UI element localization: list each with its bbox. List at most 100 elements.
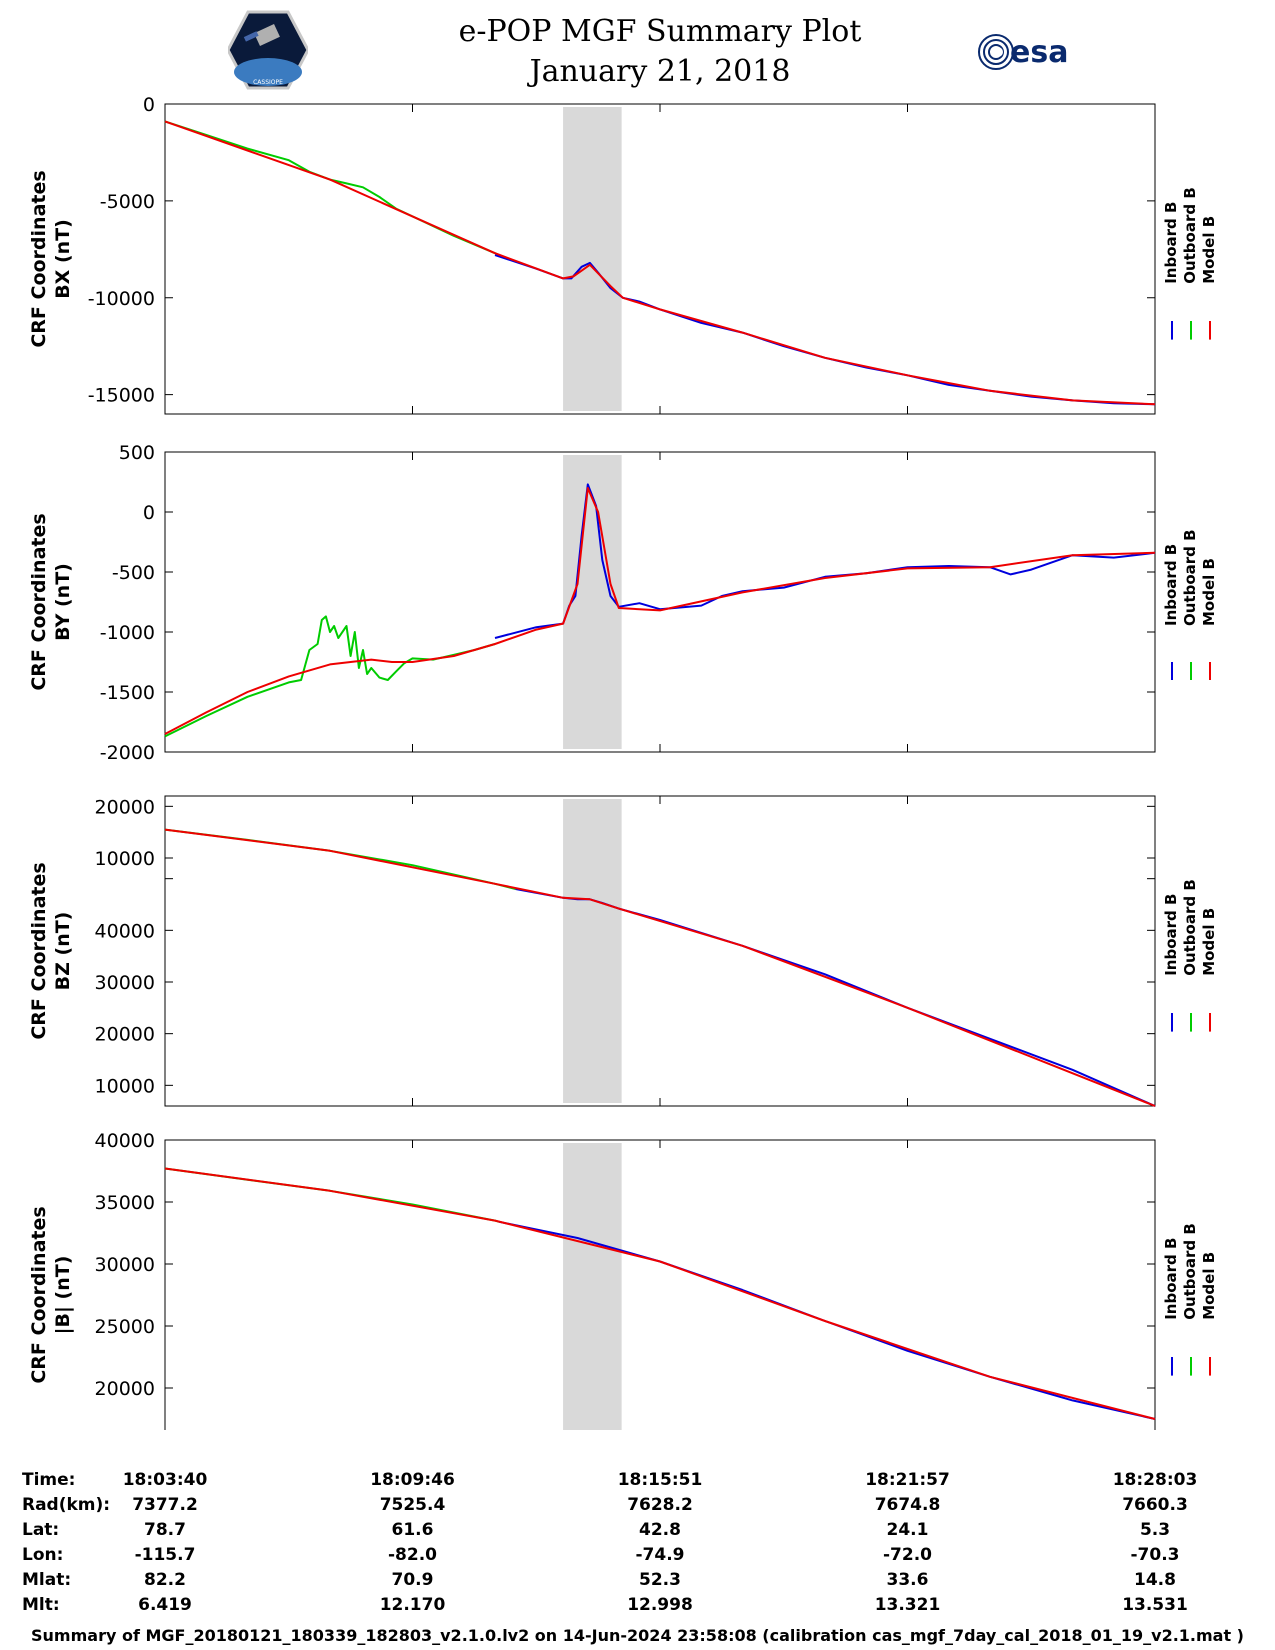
footer-value: 33.6: [886, 1570, 929, 1590]
footer-value: -115.7: [134, 1545, 196, 1565]
footer-value: 18:03:40: [122, 1470, 208, 1490]
plot-date: January 21, 2018: [529, 54, 791, 89]
plot-frame-1: [164, 103, 1156, 415]
footer-value: 70.9: [391, 1570, 434, 1590]
ytick-label: 40000: [95, 920, 155, 942]
ytick-label: -1500: [100, 682, 155, 704]
footer-value: 13.531: [1122, 1595, 1188, 1615]
ytick-label: 30000: [95, 972, 155, 994]
ytick-label: -15000: [88, 385, 155, 407]
ytick-label: 20000: [95, 796, 155, 818]
ytick-label: -500: [112, 562, 155, 584]
eclipse-shade-2: [563, 455, 622, 749]
footer-row-label: Mlat:: [22, 1570, 72, 1590]
plot-title: e-POP MGF Summary Plot: [458, 14, 862, 49]
footer-value: 7628.2: [627, 1495, 693, 1515]
legend-label: Inboard B: [1162, 202, 1180, 284]
footer-value: 7377.2: [132, 1495, 198, 1515]
footer-value: 7674.8: [874, 1495, 941, 1515]
footer-value: 7660.3: [1122, 1495, 1188, 1515]
ytick-label: 30000: [95, 1254, 155, 1276]
legend-label: Inboard B: [1162, 1238, 1180, 1320]
footer-value: 6.419: [138, 1595, 192, 1615]
series-outboard-b: [164, 120, 500, 257]
footer-value: -74.9: [635, 1545, 685, 1565]
footer-row-label: Time:: [22, 1470, 76, 1490]
ylabel-line2: |B| (nT): [52, 1256, 74, 1335]
ytick-label: -1000: [100, 622, 155, 644]
esa-logo: esa: [978, 34, 1068, 70]
ytick-label: 40000: [95, 1130, 155, 1152]
series-model-b: [164, 487, 1156, 735]
footer-value: 78.7: [144, 1520, 186, 1540]
series-model-b: [164, 1167, 1156, 1420]
footer-value: 12.170: [379, 1595, 446, 1615]
cassiope-logo-text: CASSIOPE: [253, 79, 283, 86]
legend-label: Outboard B: [1181, 529, 1199, 626]
esa-logo-text: esa: [1010, 35, 1068, 70]
ylabel-line1: CRF Coordinates: [28, 1206, 50, 1383]
legend-label: Model B: [1200, 558, 1218, 626]
footer-value: 5.3: [1139, 1520, 1171, 1540]
plot-frame-3: [164, 795, 1156, 1107]
ytick-label: -5000: [100, 191, 155, 213]
ylabel-line1: CRF Coordinates: [28, 862, 50, 1039]
plot-frame-2: [164, 451, 1156, 753]
series-outboard-b: [164, 828, 516, 890]
footer-row-label: Lon:: [22, 1545, 64, 1565]
legend-label: Outboard B: [1181, 1223, 1199, 1320]
footer-value: 61.6: [391, 1520, 434, 1540]
ytick-label: 10000: [95, 1075, 155, 1097]
ytick-label: 35000: [95, 1192, 155, 1214]
footer-value: 24.1: [886, 1520, 929, 1540]
legend-label: Inboard B: [1162, 544, 1180, 626]
ytick-label: -2000: [100, 742, 155, 764]
ylabel-line2: BX (nT): [52, 219, 74, 299]
footer-value: 82.2: [144, 1570, 186, 1590]
plot-frame-4: [164, 1139, 1156, 1430]
ylabel-line1: CRF Coordinates: [28, 513, 50, 690]
legend-label: Outboard B: [1181, 187, 1199, 284]
ytick-label: 0: [143, 502, 155, 524]
ytick-label: 20000: [95, 1024, 155, 1046]
footer-row-label: Rad(km):: [22, 1495, 111, 1515]
footer-value: 18:09:46: [370, 1470, 455, 1490]
series-model-b: [164, 828, 1156, 1107]
ytick-label: 0: [143, 94, 155, 116]
series-model-b: [164, 120, 1156, 406]
ylabel-line2: BZ (nT): [52, 912, 74, 991]
legend-label: Model B: [1200, 1252, 1218, 1320]
eclipse-shade-3: [563, 799, 622, 1103]
legend-label: Outboard B: [1181, 879, 1199, 976]
ytick-label: 500: [119, 442, 155, 464]
footer-value: -72.0: [883, 1545, 932, 1565]
footer-value: 18:15:51: [617, 1470, 703, 1490]
footer-value: 12.998: [627, 1595, 693, 1615]
footer-value: 18:21:57: [865, 1470, 950, 1490]
footer-summary: Summary of MGF_20180121_180339_182803_v2…: [31, 1626, 1244, 1645]
eclipse-shade-1: [563, 107, 622, 411]
legend-label: Model B: [1200, 216, 1218, 284]
ylabel-line2: BY (nT): [52, 563, 74, 641]
footer-value: 14.8: [1134, 1570, 1176, 1590]
footer-value: 13.321: [874, 1595, 941, 1615]
footer-value: -82.0: [388, 1545, 437, 1565]
eclipse-shade-4: [563, 1143, 622, 1430]
footer-value: -70.3: [1130, 1545, 1180, 1565]
legend-label: Model B: [1200, 908, 1218, 976]
cassiope-logo: CASSIOPE: [228, 10, 308, 90]
ylabel-line1: CRF Coordinates: [28, 170, 50, 347]
series-outboard-b: [164, 1167, 500, 1223]
ytick-label: 20000: [95, 1378, 155, 1400]
legend-label: Inboard B: [1162, 894, 1180, 976]
series-outboard-b: [164, 615, 496, 738]
footer-value: 7525.4: [379, 1495, 446, 1515]
footer-value: 42.8: [639, 1520, 681, 1540]
footer-row-label: Mlt:: [22, 1595, 60, 1615]
ytick-label: 10000: [95, 848, 155, 870]
ytick-label: 25000: [95, 1316, 155, 1338]
footer-row-label: Lat:: [22, 1520, 60, 1540]
ytick-label: -10000: [88, 288, 155, 310]
footer-value: 52.3: [639, 1570, 681, 1590]
